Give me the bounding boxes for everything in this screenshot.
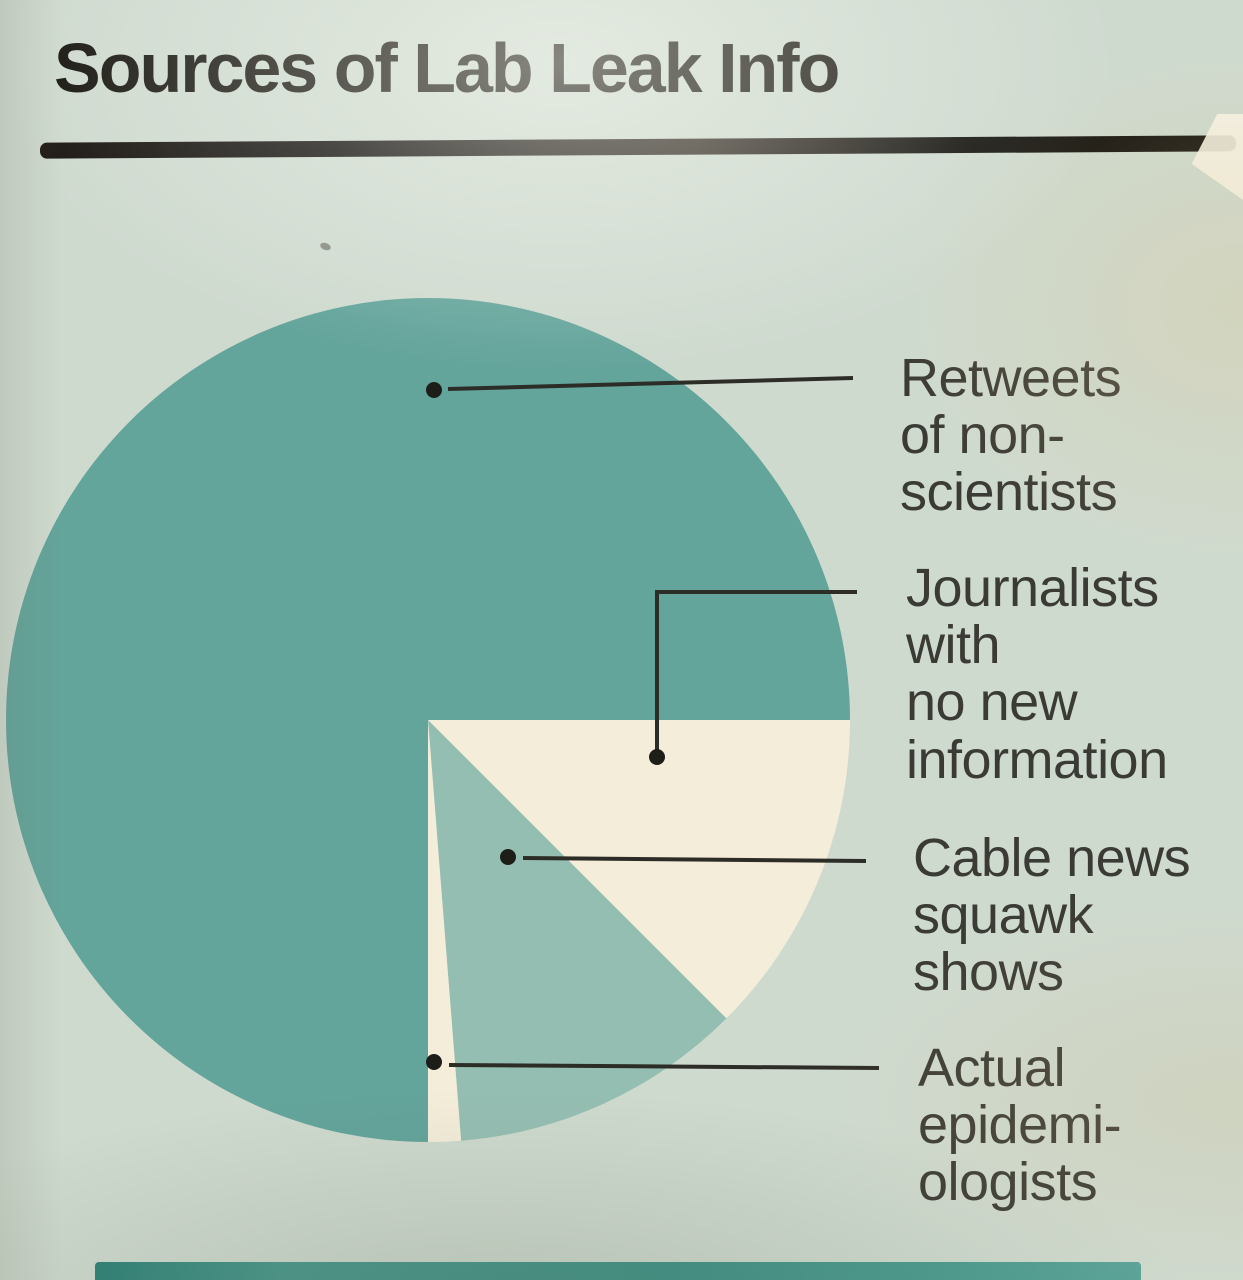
callout-cable-news: Cable news squawk shows	[913, 828, 1191, 1003]
leader-dot-journalists	[649, 749, 665, 765]
pie-slices	[6, 298, 850, 1142]
next-panel-top-edge	[95, 1262, 1141, 1280]
chart-title: Sources of Lab Leak Info	[54, 29, 840, 107]
callout-journalists: Journalists with no new information	[906, 558, 1168, 790]
callout-retweets: Retweets of non- scientists	[900, 348, 1122, 523]
leader-dot-cable-news	[500, 849, 516, 865]
leader-dot-retweets	[426, 382, 442, 398]
leader-dot-epidemiologists	[426, 1054, 442, 1070]
callout-epidemiologists: Actual epidemi- ologists	[918, 1038, 1122, 1213]
